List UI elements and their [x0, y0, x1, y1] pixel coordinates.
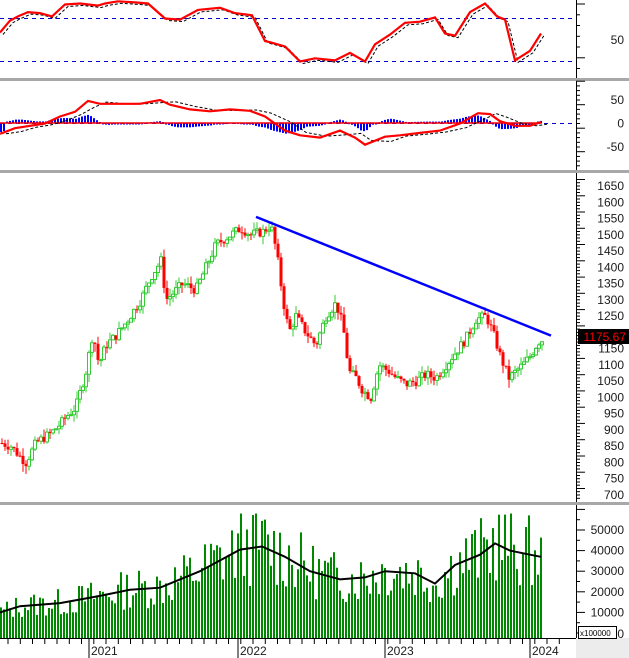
x-axis-label-2022: 2022 — [240, 644, 267, 658]
volume-axis-label: 40000 — [591, 544, 625, 558]
rsi-panel[interactable] — [0, 0, 576, 65]
price-axis-label: 1400 — [597, 260, 624, 274]
price-axis-label: 1600 — [597, 195, 624, 209]
volume-axis-label: 0 — [617, 627, 624, 641]
macd-panel[interactable] — [0, 98, 576, 146]
price-panel[interactable]: 1175.67 — [0, 215, 629, 474]
x-axis-labels: 2021 2022 2023 2024 — [91, 644, 559, 658]
price-axis-label: 1550 — [597, 212, 624, 226]
volume-panel[interactable]: x100000 — [0, 513, 617, 639]
price-axis-label: 850 — [604, 439, 624, 453]
volume-bars — [0, 513, 542, 638]
x-axis-label-2023: 2023 — [387, 644, 414, 658]
price-axis-label: 1650 — [597, 179, 624, 193]
volume-axis-label: 50000 — [591, 523, 625, 537]
price-axis-label: 1450 — [597, 244, 624, 258]
price-axis-label: 1000 — [597, 390, 624, 404]
y-axis-ticks — [576, 3, 585, 634]
volume-axis-label: 10000 — [591, 605, 625, 619]
x-axis-label-2024: 2024 — [532, 644, 559, 658]
volume-axis-label: 30000 — [591, 564, 625, 578]
price-axis-label: 1150 — [598, 342, 624, 356]
price-axis-label: 1350 — [597, 277, 624, 291]
price-axis-label: 1500 — [597, 228, 624, 242]
trendline[interactable] — [255, 215, 552, 337]
price-axis-label: 1050 — [597, 374, 624, 388]
last-price-label: 1175.67 — [584, 330, 627, 344]
price-axis-label: 800 — [604, 456, 624, 470]
last-price-badge — [578, 329, 629, 344]
price-axis-label: 1300 — [597, 293, 624, 307]
price-axis-label: 700 — [604, 488, 624, 502]
volume-moving-average — [0, 542, 542, 614]
x-axis-ticks — [7, 638, 560, 658]
macd-line — [0, 98, 542, 146]
price-axis-label: 1100 — [598, 358, 624, 372]
price-axis-label: 900 — [604, 423, 624, 437]
panel-separators[interactable] — [0, 78, 629, 505]
separator-macd-price[interactable] — [0, 170, 629, 173]
rsi-signal-line — [2, 2, 545, 65]
corner-box — [576, 638, 629, 658]
candlesticks — [0, 221, 544, 474]
separator-price-volume[interactable] — [0, 502, 629, 505]
macd-signal-line — [5, 101, 548, 143]
separator-rsi-macd[interactable] — [0, 78, 629, 81]
price-axis-label: 950 — [604, 407, 624, 421]
rsi-axis-label: 50 — [611, 33, 625, 47]
y-axis-labels: 50 50 0 -50 1650 1600 1550 1500 1450 1400 1350 1300… — [591, 33, 625, 641]
price-axis-label: 750 — [604, 472, 624, 486]
macd-axis-label: 50 — [611, 93, 625, 107]
macd-axis-label: 0 — [617, 117, 624, 131]
rsi-line — [0, 0, 542, 63]
volume-axis-label: 20000 — [591, 585, 625, 599]
macd-axis-label: -50 — [607, 140, 625, 154]
volume-multiplier-box — [578, 626, 617, 639]
price-axis-label: 1250 — [597, 309, 624, 323]
x-axis-label-2021: 2021 — [91, 644, 118, 658]
volume-multiplier-label: x100000 — [580, 629, 611, 638]
